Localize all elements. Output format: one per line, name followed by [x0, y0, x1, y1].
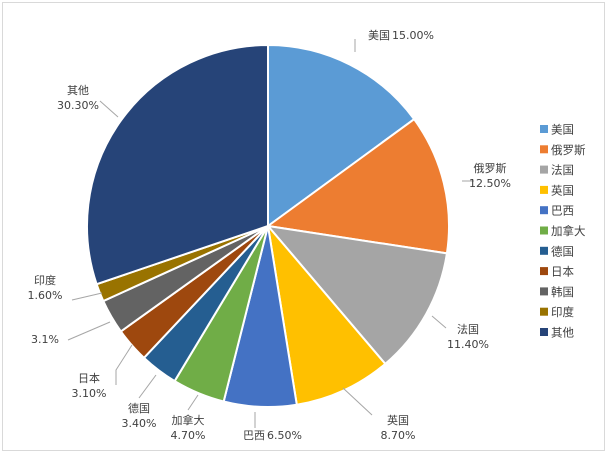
pie-slice-1 [267, 43, 416, 228]
legend-label-3: 法国 [551, 163, 574, 177]
data-label-value-11: 30.30% [57, 99, 99, 112]
data-label-name: 巴西 [243, 429, 265, 442]
pie-slice-2 [265, 117, 450, 255]
legend-label-2: 俄罗斯 [551, 143, 586, 157]
data-label-value: 6.50% [267, 429, 302, 442]
data-label-value-3: 11.40% [447, 338, 489, 351]
legend-label-4: 英国 [551, 183, 574, 197]
data-label-name-4: 英国 [387, 413, 409, 427]
leader-line-8 [115, 344, 133, 385]
data-label-name-10: 印度 [34, 273, 56, 287]
legend-label-9: 韩国 [551, 285, 574, 299]
legend-label-7: 德国 [551, 244, 574, 258]
leader-line-7 [138, 374, 157, 399]
data-label-value-7: 3.40% [122, 417, 157, 430]
data-label-1: 美国 15.00% [368, 29, 434, 42]
leader-line-4 [342, 387, 373, 416]
pie-slices [86, 43, 450, 408]
leader-line-11 [99, 100, 119, 118]
legend-swatch-9 [540, 287, 548, 296]
legend-swatch-6 [540, 226, 548, 235]
data-label-value-10: 1.60% [28, 289, 63, 302]
legend-label-6: 加拿大 [551, 224, 586, 238]
legend-swatch-8 [540, 267, 548, 276]
leader-lines [67, 39, 474, 428]
legend-label-5: 巴西 [551, 204, 574, 218]
data-label-name-8: 日本 [78, 371, 100, 385]
leader-line-9 [67, 321, 111, 341]
pie-slice-3 [265, 224, 449, 366]
leader-line-3 [431, 315, 447, 329]
leader-line-10 [71, 292, 103, 301]
data-label-name-2: 俄罗斯 [474, 162, 507, 175]
legend-label-10: 印度 [551, 305, 574, 319]
data-labels: 美国 15.00% 俄罗斯 12.50% 法国 11.40% 英国 8.70% 巴西 6.50% 加… [28, 29, 511, 442]
legend-label-8: 日本 [551, 265, 574, 279]
legend-swatch-11 [540, 328, 548, 336]
legend-swatch-2 [540, 145, 548, 154]
data-label-name-11: 其他 [67, 84, 89, 97]
legend-swatch-10 [540, 307, 548, 316]
legend-swatch-5 [540, 206, 548, 215]
data-label-name: 美国 [368, 29, 390, 42]
data-label-name-7: 德国 [128, 401, 150, 415]
data-label-value-6: 4.70% [171, 429, 206, 442]
pie-slice-11 [86, 43, 269, 286]
data-label-value-4: 8.70% [381, 429, 416, 442]
data-label-name-6: 加拿大 [172, 413, 205, 427]
data-label-value-2: 12.50% [469, 177, 511, 190]
legend-label-11: 其他 [551, 326, 574, 340]
data-label-value: 15.00% [392, 29, 434, 42]
legend-swatch-3 [540, 165, 548, 174]
legend-label-1: 美国 [551, 123, 574, 137]
legend-swatch-1 [540, 125, 548, 133]
data-label-value-8: 3.10% [72, 387, 107, 400]
pie-slice-4 [266, 222, 387, 406]
leader-line-6 [187, 394, 199, 411]
legend-swatch-7 [540, 246, 548, 255]
data-label-5: 巴西 6.50% [243, 429, 302, 442]
data-label-value-9: 3.1% [31, 333, 59, 346]
data-label-name-3: 法国 [457, 322, 479, 336]
legend-swatch-4 [540, 185, 548, 194]
